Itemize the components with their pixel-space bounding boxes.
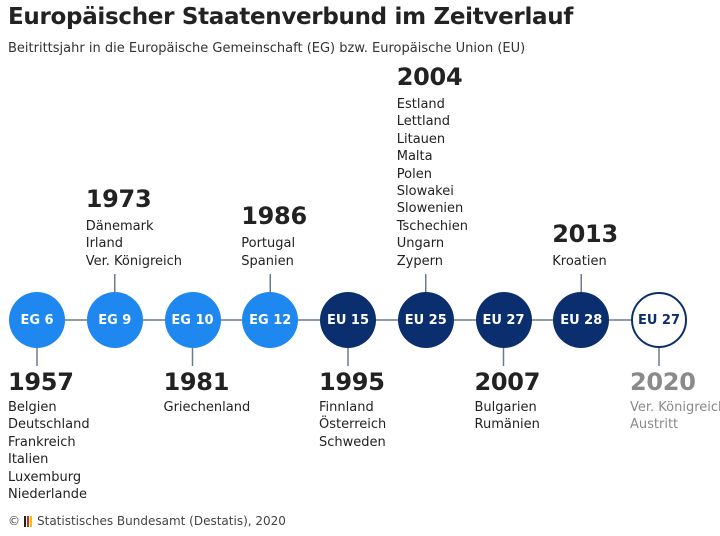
timeline-node: EG 10 xyxy=(164,292,221,348)
timeline-year: 1973 xyxy=(85,184,152,213)
member-country: Belgien xyxy=(8,400,57,415)
timeline-year: 2013 xyxy=(552,219,618,248)
member-country: Zypern xyxy=(396,253,443,269)
timeline-node: EU 27 xyxy=(631,292,687,348)
member-country: Bulgarien xyxy=(474,400,537,415)
member-country: Frankreich xyxy=(8,434,76,450)
timeline-node: EU 25 xyxy=(397,292,454,348)
member-country: Lettland xyxy=(396,114,451,130)
timeline-node: EU 27 xyxy=(475,292,532,348)
destatis-logo-icon xyxy=(24,515,33,527)
member-country: Kroatien xyxy=(552,253,607,269)
timeline-node: EG 6 xyxy=(9,292,65,348)
footer: © Statistisches Bundesamt (Destatis), 20… xyxy=(8,514,286,528)
timeline-year: 2004 xyxy=(396,63,463,91)
timeline-year: 2007 xyxy=(474,368,541,396)
member-country: Spanien xyxy=(241,253,294,269)
timeline-year: 2020 xyxy=(630,368,696,396)
member-list: Finnland Österreich Schweden xyxy=(319,399,386,451)
copyright-symbol: © xyxy=(8,514,20,528)
page-subtitle: Beitrittsjahr in die Europäische Gemeins… xyxy=(8,41,526,56)
member-list: Kroatien xyxy=(552,253,606,270)
member-country: Slowenien xyxy=(396,201,464,217)
member-country: Ver. Königreich xyxy=(630,400,720,415)
member-list: Ver. Königreich Austritt xyxy=(630,399,720,434)
member-country: Griechenland xyxy=(163,400,251,415)
member-country: Italien xyxy=(8,452,49,468)
member-country: Irland xyxy=(85,236,123,252)
timeline-year: 1981 xyxy=(163,368,230,396)
timeline-node: EU 15 xyxy=(320,292,376,348)
member-country: Ver. Königreich xyxy=(85,253,183,269)
member-country: Polen xyxy=(396,166,432,182)
member-country: Slowakei xyxy=(396,184,454,200)
timeline-node: EG 12 xyxy=(242,292,299,348)
timeline-node: EG 9 xyxy=(86,292,143,348)
member-country: Tschechien xyxy=(396,218,468,234)
member-country: Deutschland xyxy=(8,417,90,433)
member-country: Austritt xyxy=(630,417,679,433)
member-list: Belgien Deutschland Frankreich Italien Luxem… xyxy=(8,399,90,503)
member-country: Malta xyxy=(396,149,433,165)
member-list: Griechenland xyxy=(164,399,251,416)
member-country: Schweden xyxy=(319,434,386,450)
member-list: Dänemark Irland Ver. Königreich xyxy=(86,218,182,270)
member-country: Litauen xyxy=(396,131,446,147)
member-list: Estland Lettland Litauen Malta Polen Slowakei… xyxy=(397,96,468,270)
member-country: Ungarn xyxy=(396,236,445,252)
member-list: Portugal Spanien xyxy=(241,235,295,270)
timeline-year: 1986 xyxy=(241,202,307,231)
member-country: Finnland xyxy=(319,400,374,415)
member-country: Dänemark xyxy=(85,218,154,234)
page-title: Europäischer Staatenverbund im Zeitverla… xyxy=(8,4,574,30)
member-country: Niederlande xyxy=(8,487,87,503)
source-credit: Statistisches Bundesamt (Destatis), 2020 xyxy=(37,514,286,528)
member-country: Portugal xyxy=(241,236,296,252)
member-country: Estland xyxy=(396,97,445,112)
member-country: Rumänien xyxy=(474,417,540,433)
timeline-year: 1957 xyxy=(8,368,74,396)
timeline-year: 1995 xyxy=(319,368,385,396)
member-country: Luxemburg xyxy=(8,469,82,485)
timeline-node: EU 28 xyxy=(553,292,610,348)
member-list: Bulgarien Rumänien xyxy=(475,399,540,434)
member-country: Österreich xyxy=(319,417,387,433)
